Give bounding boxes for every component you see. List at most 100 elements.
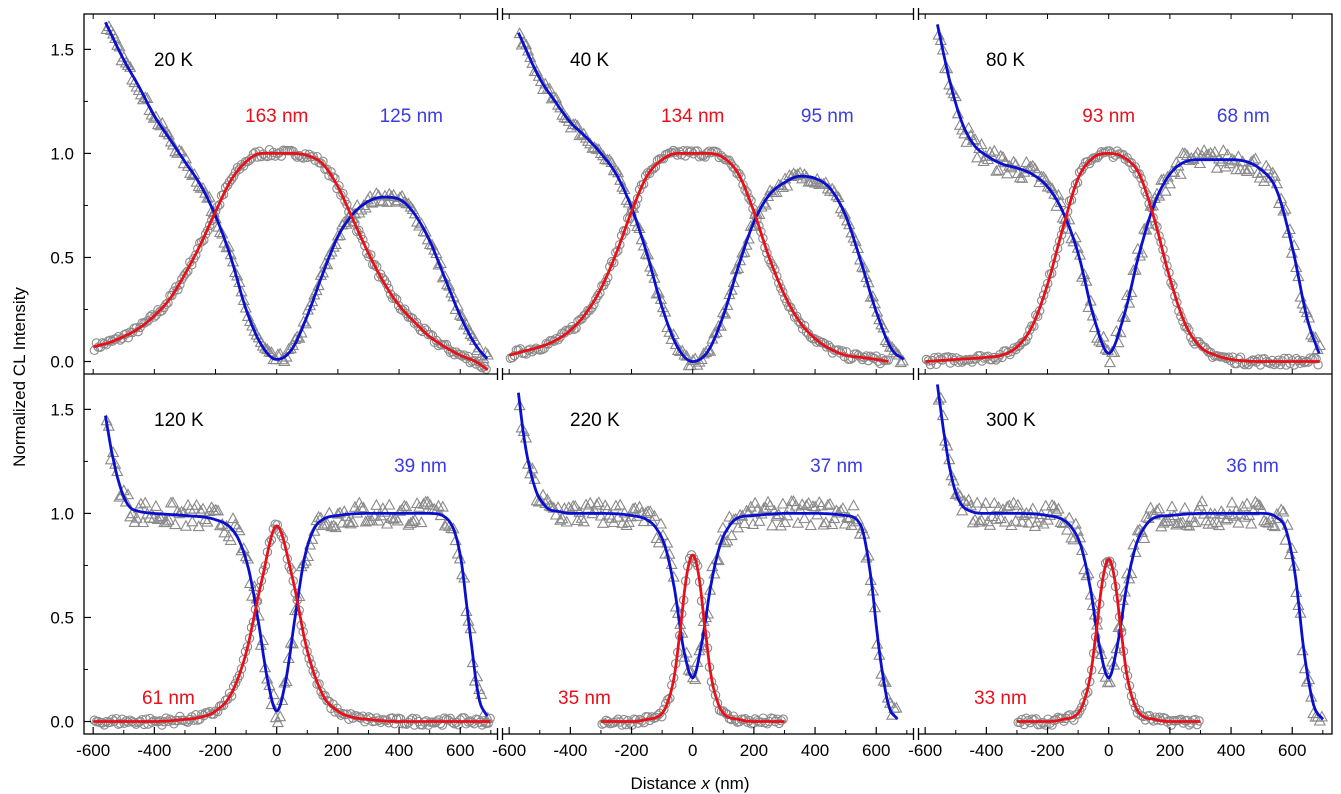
- triangle-marker: [344, 517, 357, 529]
- triangle-marker: [1084, 588, 1097, 600]
- triangle-marker: [761, 189, 775, 201]
- triangle-marker: [973, 515, 986, 527]
- triangle-marker: [819, 516, 832, 528]
- triangle-marker: [1249, 152, 1262, 164]
- circle-marker: [1134, 169, 1144, 179]
- triangle-marker: [971, 496, 984, 508]
- triangle-marker: [130, 511, 143, 523]
- triangle-marker: [211, 504, 225, 516]
- triangle-marker: [181, 159, 195, 171]
- triangle-marker: [1009, 514, 1022, 526]
- triangle-marker: [753, 514, 766, 526]
- triangle-marker: [733, 508, 747, 520]
- blue-fit-label: 95 nm: [801, 106, 854, 127]
- triangle-marker: [802, 496, 815, 508]
- triangle-marker: [387, 188, 400, 200]
- triangle-marker: [1020, 155, 1033, 167]
- circle-marker: [328, 172, 338, 182]
- triangle-marker: [554, 513, 567, 525]
- triangle-marker: [1108, 658, 1121, 670]
- temperature-label: 20 K: [154, 50, 193, 71]
- circle-marker: [107, 714, 118, 725]
- triangle-marker: [847, 499, 860, 511]
- triangle-marker: [355, 500, 368, 513]
- triangle-marker: [1217, 144, 1230, 156]
- triangle-marker: [988, 144, 1001, 156]
- circle-marker: [1027, 714, 1037, 724]
- x-axis-title-variable: x: [700, 774, 710, 793]
- triangle-marker: [639, 247, 653, 259]
- triangle-marker: [216, 227, 229, 239]
- circle-marker: [1009, 343, 1019, 353]
- triangle-marker: [121, 488, 135, 500]
- triangle-marker: [1103, 356, 1117, 368]
- temperature-label: 220 K: [570, 410, 620, 431]
- circle-marker: [648, 163, 659, 174]
- triangle-marker: [998, 515, 1012, 527]
- triangle-marker: [177, 506, 190, 518]
- triangle-marker: [1225, 496, 1239, 508]
- red-fit-curve: [1016, 557, 1201, 723]
- circle-marker: [593, 290, 603, 301]
- circle-marker: [1253, 354, 1264, 364]
- triangle-marker: [1266, 518, 1279, 530]
- circle-marker: [149, 312, 159, 322]
- x-tick-label: 600: [1278, 741, 1306, 760]
- triangle-marker: [453, 308, 467, 320]
- triangle-marker: [1189, 516, 1202, 528]
- triangle-marker: [592, 496, 605, 508]
- triangle-marker: [186, 515, 199, 527]
- axis-break-gap: [497, 729, 503, 739]
- triangle-marker: [584, 496, 597, 508]
- x-axis-title: Distance x (nm): [630, 774, 749, 793]
- triangle-marker: [1015, 515, 1029, 527]
- triangle-marker: [1183, 519, 1196, 531]
- triangle-marker: [1165, 500, 1179, 512]
- triangle-marker: [333, 506, 347, 518]
- circle-marker: [218, 189, 229, 200]
- triangle-marker: [738, 517, 751, 529]
- circle-marker: [389, 292, 400, 303]
- circle-marker: [1136, 173, 1146, 184]
- circle-marker: [212, 201, 223, 212]
- circle-marker: [447, 346, 458, 357]
- circle-marker: [161, 299, 171, 310]
- triangle-marker: [453, 552, 467, 564]
- red-fit-label: 163 nm: [245, 106, 308, 127]
- triangle-marker: [1003, 499, 1016, 511]
- x-tick-label: -200: [615, 741, 649, 760]
- triangle-marker: [316, 519, 330, 531]
- triangle-marker: [798, 511, 811, 524]
- markers-group: [505, 27, 909, 371]
- triangle-marker: [1260, 515, 1273, 527]
- triangle-marker: [250, 328, 263, 340]
- triangle-marker: [1268, 169, 1281, 181]
- triangle-marker: [748, 496, 762, 508]
- triangle-marker: [1251, 497, 1264, 509]
- triangle-marker: [134, 497, 148, 509]
- triangle-marker: [209, 503, 222, 515]
- y-tick-label: 1.0: [50, 504, 74, 523]
- triangle-marker: [271, 716, 285, 728]
- circle-marker: [1003, 347, 1013, 358]
- circle-marker: [793, 316, 804, 326]
- triangle-marker: [716, 521, 730, 533]
- triangle-marker: [1232, 516, 1245, 528]
- triangle-marker: [1242, 162, 1256, 174]
- triangle-marker: [1050, 504, 1063, 516]
- blue-fit-label: 39 nm: [394, 456, 447, 477]
- triangle-marker: [1178, 147, 1192, 159]
- triangle-marker: [169, 518, 182, 530]
- triangle-marker: [380, 195, 394, 207]
- blue-fit-label: 68 nm: [1217, 106, 1270, 127]
- frame-layer: 0.0 0.5 1.0 1.5 0.0 0.5 1.0 1.5 -600 -400 -200 0 200…: [50, 8, 1333, 760]
- triangle-marker: [481, 348, 494, 360]
- triangle-marker: [577, 515, 590, 527]
- triangle-marker: [173, 507, 186, 519]
- triangle-marker: [359, 515, 372, 527]
- triangle-marker: [160, 515, 173, 527]
- circle-marker: [659, 704, 669, 715]
- triangle-marker: [856, 260, 869, 272]
- triangle-marker: [149, 499, 163, 511]
- triangle-marker: [1212, 519, 1226, 531]
